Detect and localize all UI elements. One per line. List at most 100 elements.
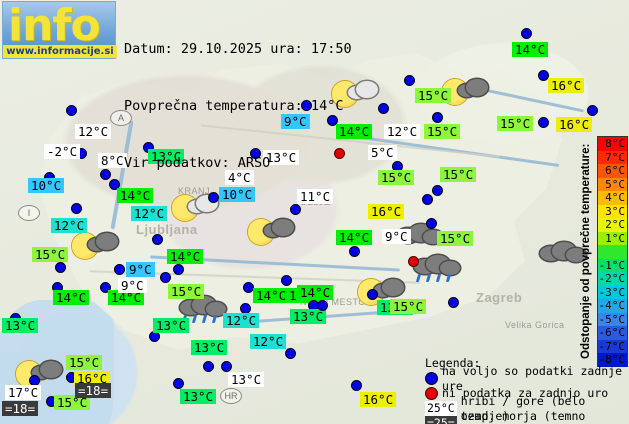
cloud-shape-light xyxy=(356,81,378,98)
station-dot-current[interactable] xyxy=(114,264,125,275)
header-average-temperature: Povprečna temperatura: 14°C xyxy=(124,98,344,114)
station-temperature-label: 12°C xyxy=(75,124,112,139)
color-scale-band: -7°C xyxy=(598,339,627,353)
cloud-shape-dark xyxy=(40,361,62,378)
station-dot-current[interactable] xyxy=(281,275,292,286)
station-dot-current[interactable] xyxy=(432,112,443,123)
station-temperature-label: 15°C xyxy=(66,355,103,370)
color-scale-band: -8°C xyxy=(598,353,627,367)
station-temperature-label: 9°C xyxy=(281,114,310,129)
station-dot-current[interactable] xyxy=(327,115,338,126)
station-dot-current[interactable] xyxy=(285,348,296,359)
station-dot-current[interactable] xyxy=(301,100,312,111)
color-scale-title: Odstopanje od povprečne temperature: xyxy=(580,143,592,360)
station-temperature-label: 8°C xyxy=(98,153,127,168)
station-temperature-label: 14°C xyxy=(336,124,373,139)
station-temperature-label: 14°C xyxy=(53,290,90,305)
station-dot-current[interactable] xyxy=(203,361,214,372)
station-dot-current[interactable] xyxy=(351,380,362,391)
station-temperature-label: 16°C xyxy=(368,204,405,219)
station-temperature-label: 13°C xyxy=(191,340,228,355)
station-temperature-label: 15°C xyxy=(168,284,205,299)
station-dot-current[interactable] xyxy=(349,246,360,257)
geo-label: NOVO MESTO xyxy=(300,297,366,307)
station-dot-stale[interactable] xyxy=(408,256,419,267)
weather-icon-cloud-dark xyxy=(538,240,590,274)
weather-icon-cloud-rain xyxy=(412,253,464,287)
station-dot-current[interactable] xyxy=(221,361,232,372)
station-temperature-label: 10°C xyxy=(28,178,65,193)
cloud-shape-dark xyxy=(382,279,404,296)
station-dot-current[interactable] xyxy=(66,105,77,116)
station-dot-current[interactable] xyxy=(521,28,532,39)
station-dot-current[interactable] xyxy=(55,262,66,273)
legend-item: na voljo so podatki zadnje ure xyxy=(425,364,629,393)
color-scale-band: -3°C xyxy=(598,285,627,299)
cloud-shape-dark xyxy=(440,261,460,275)
station-temperature-label: 13°C xyxy=(2,318,39,333)
station-dot-current[interactable] xyxy=(538,117,549,128)
cloud-shape-dark xyxy=(272,219,294,236)
station-temperature-label: 15°C xyxy=(424,124,461,139)
station-dot-current[interactable] xyxy=(448,297,459,308)
legend-item-text: temp. morja (temno ozadje) xyxy=(460,408,586,424)
station-temperature-label: 12°C xyxy=(131,206,168,221)
station-dot-current[interactable] xyxy=(152,234,163,245)
station-temperature-label: 16°C xyxy=(548,78,585,93)
color-scale-band: -4°C xyxy=(598,299,627,313)
site-logo[interactable]: info www.informacije.si xyxy=(2,0,117,59)
station-dot-current[interactable] xyxy=(160,272,171,283)
station-temperature-label: 9°C xyxy=(126,262,155,277)
station-dot-current[interactable] xyxy=(173,378,184,389)
station-dot-current[interactable] xyxy=(243,282,254,293)
legend-item-text: na voljo so podatki zadnje ure xyxy=(442,363,623,393)
rain-drop-icon xyxy=(201,315,208,323)
station-dot-current[interactable] xyxy=(426,218,437,229)
station-temperature-label: 16°C xyxy=(556,117,593,132)
station-dot-current[interactable] xyxy=(317,300,328,311)
station-temperature-label: 13°C xyxy=(263,150,300,165)
geo-ring-label: A xyxy=(110,110,132,126)
logo-wordmark: info xyxy=(8,0,101,51)
station-dot-current[interactable] xyxy=(208,192,219,203)
geo-ring-label: I xyxy=(18,205,40,221)
cloud-shape-dark xyxy=(566,248,586,262)
station-dot-current[interactable] xyxy=(422,194,433,205)
logo-url: www.informacije.si xyxy=(3,45,117,58)
legend-stale-dot-icon xyxy=(425,387,438,400)
station-dot-current[interactable] xyxy=(290,204,301,215)
weather-icon-sun-cloud-d xyxy=(356,276,408,310)
station-temperature-label: 14°C xyxy=(117,188,154,203)
station-dot-current[interactable] xyxy=(173,264,184,275)
station-temperature-label: 15°C xyxy=(497,116,534,131)
station-dot-current[interactable] xyxy=(100,282,111,293)
color-scale-bar: 8°C 7°C 6°C 5°C 4°C 3°C 2°C 1°C -1°C -2°C -3°C -4°C… xyxy=(597,136,628,367)
station-temperature-label: 15°C xyxy=(54,395,91,410)
station-dot-current[interactable] xyxy=(100,169,111,180)
geo-label: Ljubljana xyxy=(136,222,198,237)
station-temperature-label: 15°C xyxy=(378,170,415,185)
station-dot-current[interactable] xyxy=(250,148,261,159)
station-dot-stale[interactable] xyxy=(334,148,345,159)
station-dot-current[interactable] xyxy=(367,289,378,300)
legend-swatch: 25°C xyxy=(425,401,457,416)
rain-drop-icon xyxy=(415,274,422,282)
weather-icon-sun-cloud-d xyxy=(14,358,66,392)
station-temperature-label: 13°C xyxy=(148,149,185,164)
station-temperature-label: 14°C xyxy=(108,290,145,305)
station-temperature-label: 15°C xyxy=(32,247,69,262)
station-temperature-label: 14°C xyxy=(336,230,373,245)
color-scale-band xyxy=(598,245,627,259)
station-dot-current[interactable] xyxy=(71,203,82,214)
color-scale-band: -6°C xyxy=(598,326,627,340)
color-scale-band: 1°C xyxy=(598,231,627,245)
station-dot-current[interactable] xyxy=(432,185,443,196)
station-dot-current[interactable] xyxy=(587,105,598,116)
station-temperature-label: 16°C xyxy=(74,371,111,386)
legend-item: ni podatka za zadnjo uro xyxy=(425,386,629,401)
station-dot-current[interactable] xyxy=(109,179,120,190)
geo-ring-label: HR xyxy=(220,388,242,404)
station-dot-current[interactable] xyxy=(538,70,549,81)
station-dot-current[interactable] xyxy=(404,75,415,86)
station-dot-current[interactable] xyxy=(378,103,389,114)
